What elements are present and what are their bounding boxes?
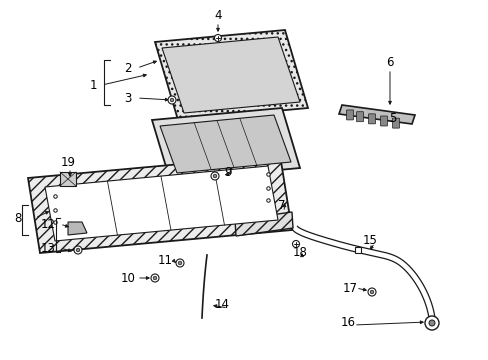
FancyBboxPatch shape xyxy=(346,110,353,120)
FancyBboxPatch shape xyxy=(392,118,399,128)
Text: 8: 8 xyxy=(14,212,21,225)
Circle shape xyxy=(151,274,159,282)
Circle shape xyxy=(170,98,173,102)
FancyBboxPatch shape xyxy=(356,112,363,122)
Text: 5: 5 xyxy=(388,112,396,125)
FancyBboxPatch shape xyxy=(380,116,386,126)
Text: 16: 16 xyxy=(340,315,355,328)
Circle shape xyxy=(292,240,299,248)
Polygon shape xyxy=(160,115,290,173)
Text: 4: 4 xyxy=(214,9,221,22)
Text: 18: 18 xyxy=(292,246,307,258)
Text: 14: 14 xyxy=(214,298,229,311)
Circle shape xyxy=(424,316,438,330)
Circle shape xyxy=(74,246,82,254)
Text: 6: 6 xyxy=(386,55,393,68)
Text: 2: 2 xyxy=(124,62,131,75)
Polygon shape xyxy=(45,166,278,241)
Text: 10: 10 xyxy=(121,271,135,284)
Circle shape xyxy=(367,288,375,296)
Text: 7: 7 xyxy=(278,198,285,212)
Polygon shape xyxy=(235,212,292,236)
Text: 17: 17 xyxy=(342,282,357,294)
Circle shape xyxy=(153,276,157,280)
Polygon shape xyxy=(155,30,307,120)
FancyBboxPatch shape xyxy=(60,172,76,186)
Text: 9: 9 xyxy=(224,166,231,179)
Text: 12: 12 xyxy=(41,217,55,230)
Text: 13: 13 xyxy=(41,242,55,255)
Circle shape xyxy=(428,320,434,326)
Polygon shape xyxy=(68,222,87,235)
Circle shape xyxy=(178,261,182,265)
Circle shape xyxy=(210,172,219,180)
Polygon shape xyxy=(152,108,299,180)
Circle shape xyxy=(214,35,221,41)
Text: 15: 15 xyxy=(362,234,377,247)
Text: 11: 11 xyxy=(157,253,172,266)
FancyBboxPatch shape xyxy=(368,114,375,124)
Circle shape xyxy=(213,174,216,178)
Circle shape xyxy=(176,259,183,267)
Polygon shape xyxy=(28,155,291,253)
Circle shape xyxy=(369,290,373,294)
Text: 3: 3 xyxy=(124,91,131,104)
Circle shape xyxy=(76,248,80,252)
Circle shape xyxy=(168,96,176,104)
Text: 1: 1 xyxy=(89,78,97,91)
Text: 19: 19 xyxy=(61,156,75,168)
Polygon shape xyxy=(162,37,299,113)
Polygon shape xyxy=(338,105,414,124)
